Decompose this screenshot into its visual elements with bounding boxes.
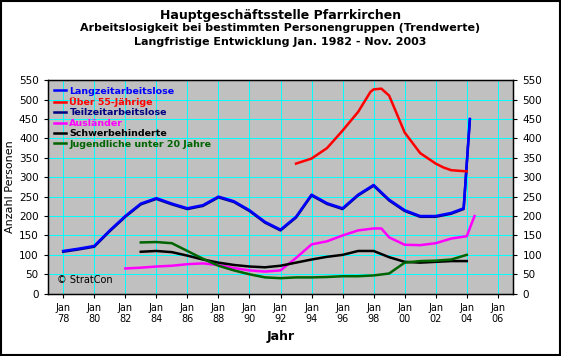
X-axis label: Jahr: Jahr bbox=[266, 330, 295, 343]
Text: Arbeitslosigkeit bei bestimmten Personengruppen (Trendwerte): Arbeitslosigkeit bei bestimmten Personen… bbox=[80, 23, 481, 33]
Text: © StratCon: © StratCon bbox=[57, 275, 113, 285]
Legend: Langzeitarbeitslose, Über 55-Jährige, Teilzeitarbeitslose, Ausländer, Schwerbehi: Langzeitarbeitslose, Über 55-Jährige, Te… bbox=[52, 85, 213, 151]
Text: Hauptgeschäftsstelle Pfarrkirchen: Hauptgeschäftsstelle Pfarrkirchen bbox=[160, 9, 401, 22]
Text: Langfristige Entwicklung Jan. 1982 - Nov. 2003: Langfristige Entwicklung Jan. 1982 - Nov… bbox=[134, 37, 427, 47]
Y-axis label: Anzahl Personen: Anzahl Personen bbox=[4, 141, 15, 233]
